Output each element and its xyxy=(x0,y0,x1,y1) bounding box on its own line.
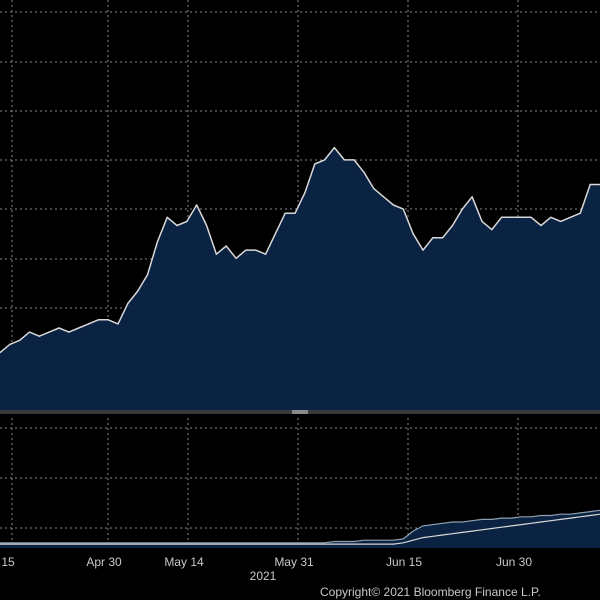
main-data-point xyxy=(412,233,414,235)
year-label: 2021 xyxy=(250,569,277,583)
main-data-point xyxy=(0,352,1,354)
main-data-point xyxy=(461,208,463,210)
main-data-point xyxy=(137,290,139,292)
main-data-point xyxy=(78,327,80,329)
copyright-notice: Copyright© 2021 Bloomberg Finance L.P. xyxy=(320,585,541,599)
main-data-point xyxy=(520,216,522,218)
x-tick-label: Apr 30 xyxy=(86,555,122,569)
main-data-point xyxy=(501,216,503,218)
main-data-point xyxy=(471,196,473,198)
main-data-point xyxy=(19,339,21,341)
main-data-point xyxy=(432,237,434,239)
x-tick-label: Jun 15 xyxy=(386,555,422,569)
main-data-point xyxy=(294,212,296,214)
main-data-point xyxy=(58,327,60,329)
main-data-point xyxy=(127,302,129,304)
panel-divider[interactable] xyxy=(0,410,600,414)
main-data-point xyxy=(569,216,572,218)
x-tick-label: Jun 30 xyxy=(496,555,532,569)
main-data-point xyxy=(481,220,483,222)
main-data-point xyxy=(314,163,316,165)
lower-series-line-1 xyxy=(0,509,600,544)
main-data-point xyxy=(176,224,178,227)
main-data-point xyxy=(48,331,50,333)
main-series-line xyxy=(0,146,600,354)
main-data-point xyxy=(491,229,493,231)
main-data-point xyxy=(206,224,208,227)
main-data-point xyxy=(166,216,168,218)
main-data-point xyxy=(186,220,188,222)
main-data-point xyxy=(392,204,394,206)
main-data-point xyxy=(373,188,375,190)
main-data-point xyxy=(383,196,385,198)
main-data-point xyxy=(363,171,365,173)
main-data-point xyxy=(589,183,591,186)
main-data-point xyxy=(107,319,109,321)
main-data-point xyxy=(68,331,70,333)
main-data-point xyxy=(442,237,444,239)
main-data-point xyxy=(550,216,552,218)
main-data-point xyxy=(117,323,119,325)
main-data-point xyxy=(235,257,237,259)
main-data-point xyxy=(9,343,11,345)
main-data-point xyxy=(579,212,581,214)
main-data-point xyxy=(225,245,227,247)
main-data-point xyxy=(324,159,326,161)
main-data-point xyxy=(540,224,542,227)
main-data-point xyxy=(422,249,424,251)
main-data-point xyxy=(38,335,40,337)
lower-area-fill xyxy=(0,510,600,548)
main-data-point xyxy=(146,274,149,276)
main-data-point xyxy=(265,253,267,255)
main-data-point xyxy=(245,249,247,251)
main-data-point xyxy=(353,159,355,161)
main-data-point xyxy=(274,233,276,235)
lower-panel-series xyxy=(0,509,600,548)
main-area-fill xyxy=(0,147,600,410)
main-data-point xyxy=(215,253,217,255)
main-data-point xyxy=(333,147,335,149)
main-data-point xyxy=(87,323,90,325)
main-data-point xyxy=(97,319,99,321)
main-data-point xyxy=(343,159,345,161)
lower-series-line-2 xyxy=(0,513,600,545)
x-tick-label: 15 xyxy=(1,555,15,569)
main-data-point xyxy=(304,192,306,194)
main-data-point xyxy=(560,220,562,222)
x-tick-label: May 14 xyxy=(164,555,204,569)
x-tick-label: May 31 xyxy=(274,555,314,569)
main-data-point xyxy=(284,212,286,214)
main-data-point xyxy=(510,216,513,218)
main-data-point xyxy=(402,208,404,210)
main-data-point xyxy=(156,241,158,243)
x-axis: 15 Apr 30 May 14 May 31 Jun 15 Jun 30 xyxy=(1,555,532,569)
main-data-point xyxy=(451,224,454,227)
main-data-point xyxy=(255,249,257,251)
panel-divider-handle[interactable] xyxy=(292,410,308,414)
main-data-point xyxy=(530,216,532,218)
main-data-point xyxy=(28,331,31,333)
main-data-point xyxy=(196,204,198,206)
